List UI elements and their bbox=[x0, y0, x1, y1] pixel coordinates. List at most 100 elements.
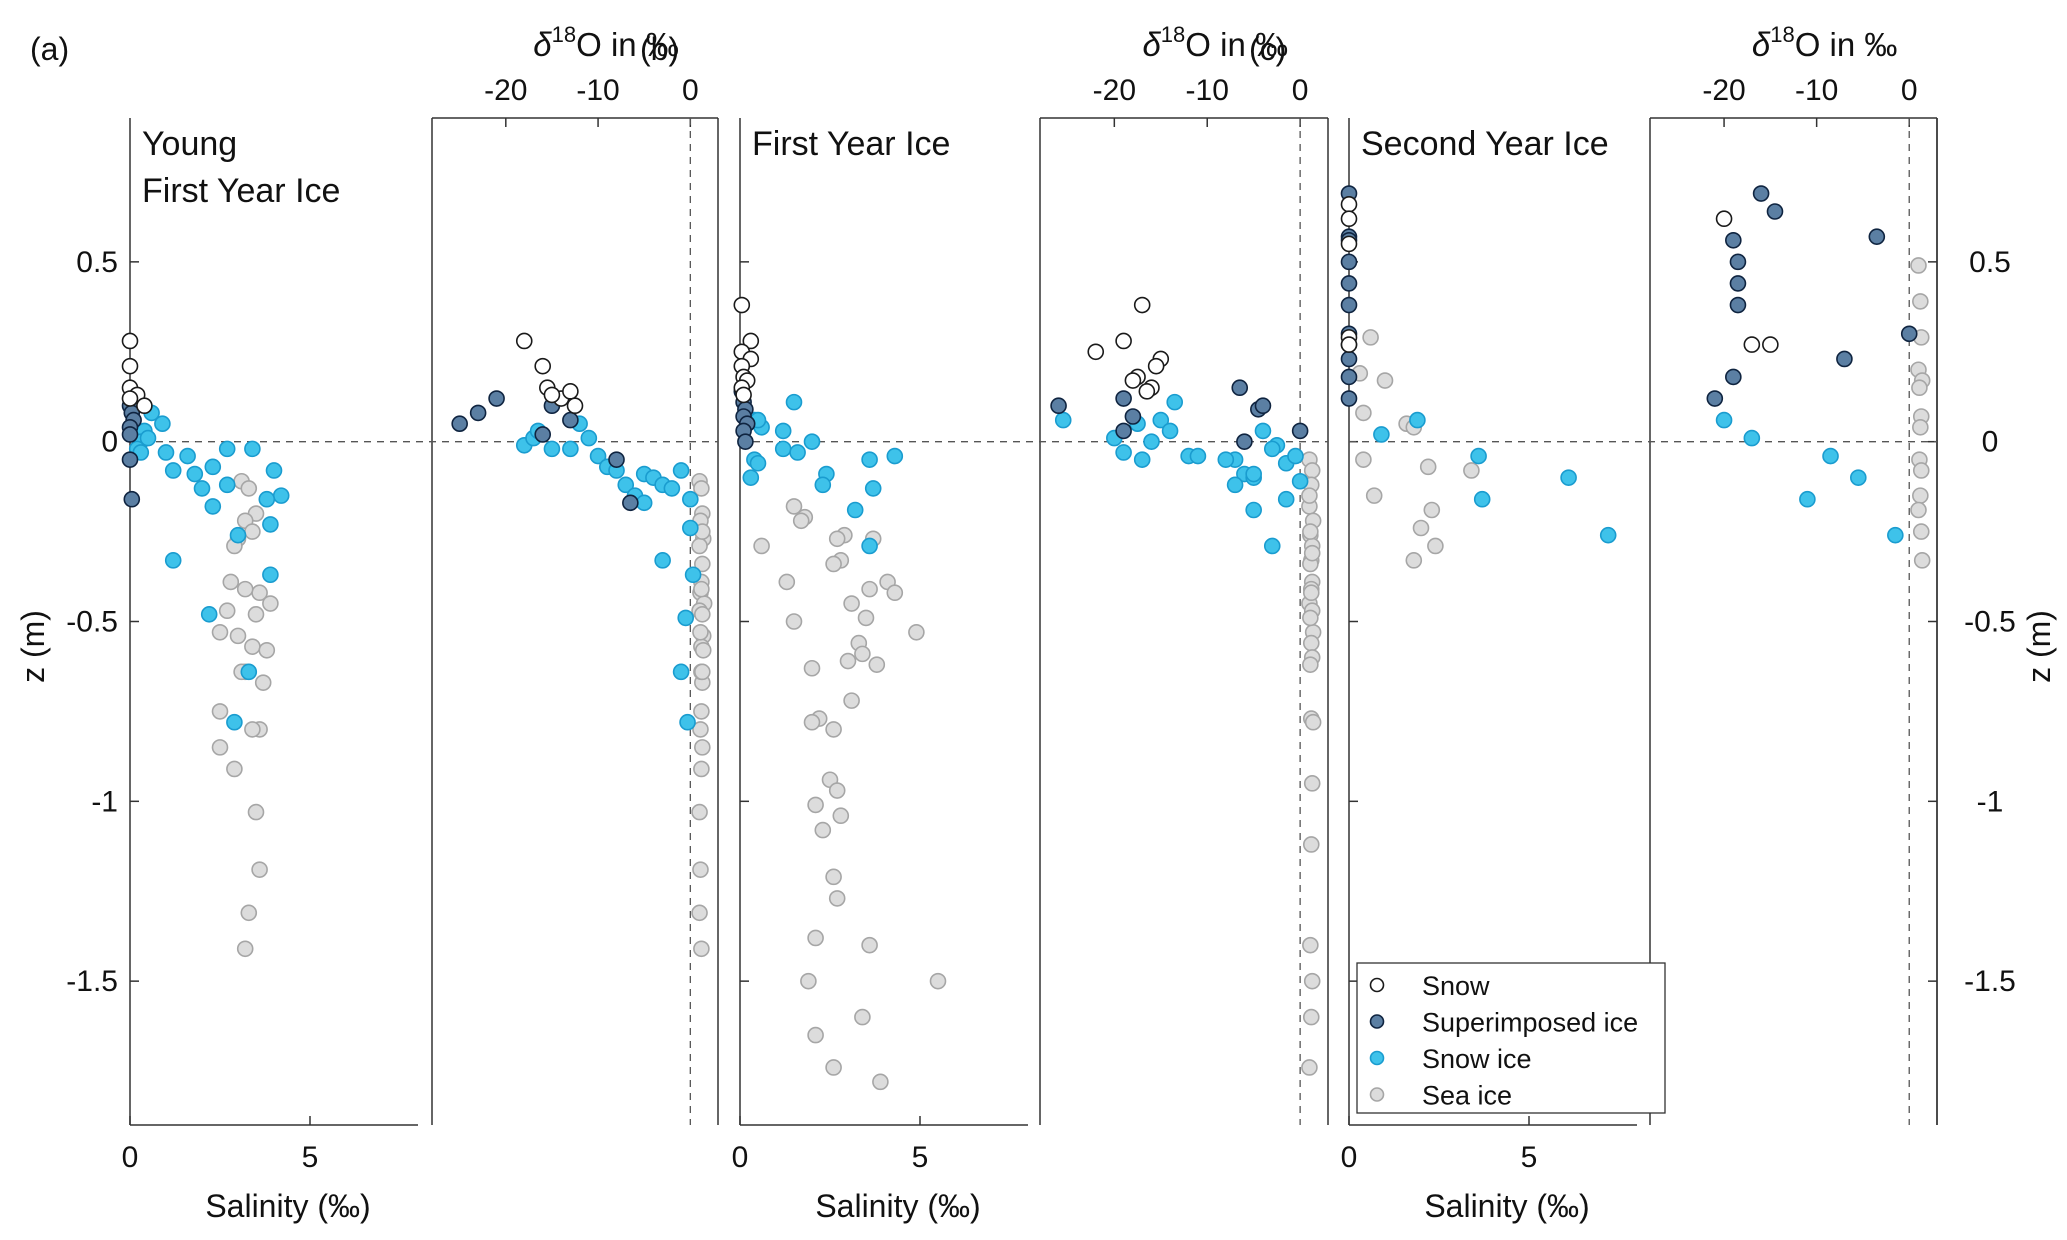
d18o-tick-label: 0 bbox=[682, 74, 699, 107]
d18o-point-sea-ice bbox=[1304, 636, 1319, 651]
salinity-point-sea-ice bbox=[805, 715, 820, 730]
d18o-point-snow bbox=[568, 398, 583, 413]
axes-layer bbox=[130, 118, 1937, 1125]
salinity-point-sea-ice bbox=[859, 610, 874, 625]
salinity-point-snow-ice bbox=[220, 441, 235, 456]
z-tick-label-left: -1.5 bbox=[66, 965, 118, 998]
legend-label-snow-ice: Snow ice bbox=[1422, 1044, 1532, 1074]
panel-title: Second Year Ice bbox=[1361, 125, 1609, 163]
d18o-point-snow-ice bbox=[1744, 431, 1759, 446]
legend-marker-snow-ice bbox=[1371, 1052, 1384, 1065]
d18o-point-snow-ice bbox=[1279, 492, 1294, 507]
salinity-point-snow-ice bbox=[776, 441, 791, 456]
d18o-point-snow bbox=[563, 384, 578, 399]
salinity-point-sea-ice bbox=[787, 614, 802, 629]
d18o-point-sea-ice bbox=[692, 905, 707, 920]
d18o-point-snow-ice bbox=[1190, 449, 1205, 464]
salinity-point-sea-ice bbox=[869, 657, 884, 672]
salinity-point-sea-ice bbox=[1378, 373, 1393, 388]
panel-title: First Year Ice bbox=[752, 125, 950, 163]
salinity-point-snow bbox=[736, 387, 751, 402]
d18o-point-superimposed-ice bbox=[1869, 229, 1884, 244]
d18o-point-snow-ice bbox=[637, 495, 652, 510]
salinity-point-sea-ice bbox=[844, 596, 859, 611]
d18o-point-sea-ice bbox=[694, 582, 709, 597]
salinity-tick-label: 0 bbox=[1341, 1141, 1358, 1174]
z-axis-title-left: z (m) bbox=[15, 610, 51, 683]
d18o-point-superimposed-ice bbox=[1237, 434, 1252, 449]
d18o-point-superimposed-ice bbox=[489, 391, 504, 406]
d18o-tick-label: 0 bbox=[1292, 74, 1309, 107]
d18o-point-sea-ice bbox=[695, 664, 710, 679]
salinity-point-sea-ice bbox=[754, 538, 769, 553]
z-tick-label-left: -1 bbox=[91, 785, 118, 818]
salinity-point-snow-ice bbox=[220, 477, 235, 492]
d18o-point-sea-ice bbox=[1304, 1010, 1319, 1025]
salinity-point-sea-ice bbox=[249, 607, 264, 622]
d18o-point-snow-ice bbox=[1246, 503, 1261, 518]
salinity-point-snow bbox=[123, 359, 138, 374]
d18o-point-superimposed-ice bbox=[1902, 326, 1917, 341]
figure-canvas: 0.50-0.5-1-1.5z (m)0.50-0.5-1-1.5z (m)0 5… bbox=[0, 0, 2067, 1240]
salinity-point-superimposed-ice bbox=[1342, 351, 1357, 366]
salinity-point-sea-ice bbox=[241, 481, 256, 496]
legend: SnowSuperimposed iceSnow iceSea ice bbox=[1357, 963, 1665, 1113]
d18o-point-snow-ice bbox=[686, 567, 701, 582]
d18o-point-snow-ice bbox=[1228, 477, 1243, 492]
d18o-point-sea-ice bbox=[695, 740, 710, 755]
salinity-point-snow-ice bbox=[263, 517, 278, 532]
panel-letter: (c) bbox=[1249, 31, 1286, 67]
salinity-point-sea-ice bbox=[873, 1074, 888, 1089]
salinity-point-snow-ice bbox=[166, 553, 181, 568]
salinity-point-sea-ice bbox=[1406, 553, 1421, 568]
labels-layer: 0.5 0 -0.5 -1 -1.5 z (m) 0.5 0 -0.5 -1 -1.5 z (m) 0 5… bbox=[15, 22, 2057, 1224]
salinity-point-snow bbox=[1342, 236, 1357, 251]
salinity-point-sea-ice bbox=[1367, 488, 1382, 503]
d18o-point-superimposed-ice bbox=[1726, 233, 1741, 248]
d18o-point-sea-ice bbox=[1303, 938, 1318, 953]
d18o-tick-label: -10 bbox=[1795, 74, 1838, 107]
salinity-point-snow-ice bbox=[274, 488, 289, 503]
d18o-point-sea-ice bbox=[1304, 585, 1319, 600]
d18o-point-superimposed-ice bbox=[471, 405, 486, 420]
panel-letter: (b) bbox=[640, 31, 679, 67]
salinity-point-sea-ice bbox=[245, 639, 260, 654]
salinity-point-snow-ice bbox=[155, 416, 170, 431]
d18o-point-snow-ice bbox=[680, 715, 695, 730]
salinity-point-snow-ice bbox=[815, 477, 830, 492]
d18o-point-sea-ice bbox=[1912, 380, 1927, 395]
salinity-point-sea-ice bbox=[1428, 538, 1443, 553]
d18o-point-sea-ice bbox=[1303, 610, 1318, 625]
salinity-point-sea-ice bbox=[213, 625, 228, 640]
d18o-point-snow bbox=[1717, 211, 1732, 226]
salinity-point-superimposed-ice bbox=[1342, 369, 1357, 384]
d18o-tick-label: -20 bbox=[1702, 74, 1745, 107]
salinity-point-sea-ice bbox=[887, 585, 902, 600]
d18o-point-superimposed-ice bbox=[1293, 423, 1308, 438]
salinity-point-sea-ice bbox=[855, 646, 870, 661]
d18o-point-superimposed-ice bbox=[1726, 369, 1741, 384]
salinity-point-superimposed-ice bbox=[1342, 254, 1357, 269]
salinity-point-snow bbox=[123, 333, 138, 348]
salinity-point-sea-ice bbox=[1464, 463, 1479, 478]
salinity-point-sea-ice bbox=[1414, 520, 1429, 535]
d18o-point-snow-ice bbox=[1288, 449, 1303, 464]
salinity-tick-label: 5 bbox=[912, 1141, 929, 1174]
salinity-point-sea-ice bbox=[862, 938, 877, 953]
d18o-point-sea-ice bbox=[1913, 488, 1928, 503]
salinity-axis-title: Salinity (‰) bbox=[1424, 1188, 1589, 1224]
d18o-point-superimposed-ice bbox=[1255, 398, 1270, 413]
d18o-point-snow bbox=[1149, 359, 1164, 374]
d18o-point-sea-ice bbox=[693, 625, 708, 640]
d18o-point-snow-ice bbox=[664, 481, 679, 496]
salinity-point-snow-ice bbox=[866, 481, 881, 496]
salinity-point-sea-ice bbox=[241, 905, 256, 920]
salinity-point-snow-ice bbox=[195, 481, 210, 496]
salinity-point-sea-ice bbox=[1421, 459, 1436, 474]
salinity-point-snow bbox=[123, 391, 138, 406]
z-tick-label-right: -1.5 bbox=[1964, 965, 2016, 998]
d18o-point-snow bbox=[1744, 337, 1759, 352]
z-tick-label-right: 0 bbox=[1982, 426, 1999, 459]
d18o-point-sea-ice bbox=[694, 941, 709, 956]
salinity-point-superimposed-ice bbox=[738, 434, 753, 449]
